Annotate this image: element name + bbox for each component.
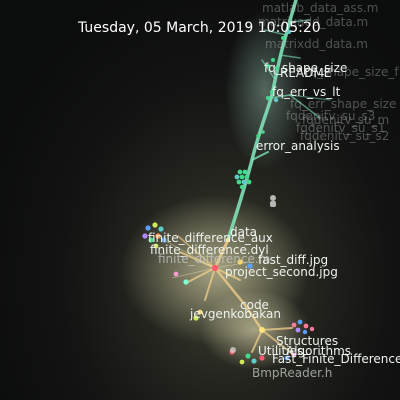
label-error-analysis: error_analysis bbox=[256, 139, 340, 153]
ghost-label: fqdenitv_su_s3 bbox=[286, 109, 375, 123]
label-fq-err-vs-lt: fq_err_vs_lt bbox=[272, 85, 341, 99]
file-nodes-error-analysis bbox=[234, 169, 252, 190]
activity-beams bbox=[159, 237, 251, 279]
ghost-label: matlab_data_ass.m bbox=[262, 1, 378, 15]
label-readme: README bbox=[280, 66, 331, 80]
label-fast-finite-difference: Fast_Finite_Difference bbox=[272, 352, 400, 366]
label-finite-difference-dyl: finite_difference.dyl bbox=[150, 243, 269, 257]
directory-labels: fq_shape_size README fq_err_vs_lt error_… bbox=[148, 61, 400, 380]
user-avatar-icon[interactable] bbox=[230, 347, 236, 353]
label-project-second-jpg: project_second.jpg bbox=[225, 265, 338, 279]
label-structures: Structures bbox=[276, 334, 338, 348]
ghost-label: fq_shape_size_f bbox=[305, 65, 399, 79]
activity-glow bbox=[225, 10, 305, 170]
user-avatar-icon[interactable] bbox=[270, 195, 276, 207]
label-finite-difference-aux: finite_difference_aux bbox=[148, 231, 273, 245]
label-fast-diff-jpg: fast_diff.jpg bbox=[258, 253, 328, 267]
label-fq-shape-size: fq_shape_size bbox=[264, 61, 347, 75]
activity-glow bbox=[200, 290, 310, 370]
date-header: Tuesday, 05 March, 2019 10:05:20 bbox=[77, 20, 321, 36]
ghost-label: matrixdd_data.m bbox=[265, 37, 368, 51]
branch-tree-lower bbox=[177, 235, 293, 353]
ghost-label: matrixadd_data.m bbox=[258, 15, 368, 29]
label-code: code bbox=[240, 298, 269, 312]
ghost-label: fqdenitv_su_m bbox=[302, 113, 389, 127]
label-finite-difference-m: finite_difference.m bbox=[158, 252, 270, 266]
label-data: data bbox=[230, 225, 257, 239]
label-author: jevgenkobakan bbox=[189, 307, 281, 321]
ghost-label: fqdenitv_su_s2 bbox=[300, 129, 389, 143]
label-algorithms: Algorithms bbox=[286, 344, 351, 358]
ghost-label: fq_err_shape_size bbox=[290, 97, 396, 111]
file-nodes-finite-difference bbox=[142, 222, 167, 249]
ghost-labels: matlab_data_ass.m matrixadd_data.m matri… bbox=[258, 1, 399, 143]
label-bmp-reader: BmpReader.h bbox=[252, 366, 332, 380]
ghost-label: fqdenitv_su_s1 bbox=[296, 121, 385, 135]
label-utilities: Utilities bbox=[258, 344, 303, 358]
file-nodes-code bbox=[229, 319, 315, 365]
file-nodes-upper bbox=[256, 30, 291, 138]
branch-tree-upper bbox=[226, 0, 331, 242]
file-nodes-hub bbox=[173, 237, 253, 321]
